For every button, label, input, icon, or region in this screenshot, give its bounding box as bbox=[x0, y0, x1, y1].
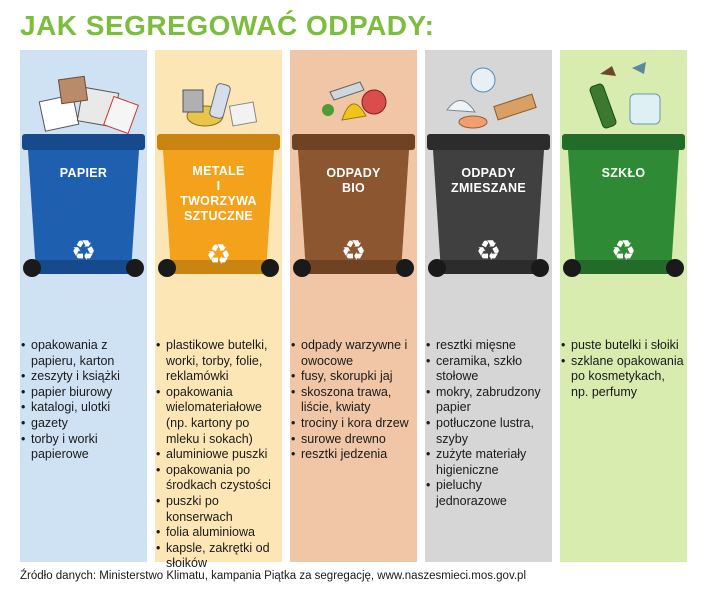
list-item: pieluchy jednorazowe bbox=[425, 478, 550, 509]
recycle-icon: ♻ bbox=[475, 235, 502, 266]
bin-label-metale: METALE I TWORZYWA SZTUCZNE bbox=[180, 164, 257, 223]
recycle-icon: ♻ bbox=[340, 235, 367, 266]
list-item: skoszona trawa, liście, kwiaty bbox=[290, 385, 415, 416]
bin-metale-graphic bbox=[157, 83, 280, 277]
list-item: resztki jedzenia bbox=[290, 447, 415, 463]
plastic-metal-waste-icon bbox=[182, 83, 258, 127]
list-item: resztki mięsne bbox=[425, 338, 550, 354]
bin-szklo-graphic bbox=[562, 62, 685, 277]
bin-label-zmieszane: ODPADY ZMIESZANE bbox=[451, 166, 526, 195]
list-item: puste butelki i słoiki bbox=[560, 338, 685, 354]
list-item: zużyte materiały higieniczne bbox=[425, 447, 550, 478]
list-item: trociny i kora drzew bbox=[290, 416, 415, 432]
recycle-icon: ♻ bbox=[610, 235, 637, 266]
bin-label-szklo: SZKŁO bbox=[601, 166, 646, 180]
bin-metale: METALE I TWORZYWA SZTUCZNE ♻ bbox=[155, 50, 282, 335]
list-item: katalogi, ulotki bbox=[20, 400, 145, 416]
items-list-metale: plastikowe butelki, worki, torby, folie,… bbox=[155, 338, 282, 572]
list-item: szklane opakowania po kosmetykach, np. p… bbox=[560, 354, 685, 401]
bin-papier: PAPIER ♻ bbox=[20, 50, 147, 335]
list-item: gazety bbox=[20, 416, 145, 432]
bin-zmieszane: ODPADY ZMIESZANE ♻ bbox=[425, 50, 552, 335]
list-item: fusy, skorupki jaj bbox=[290, 369, 415, 385]
column-zmieszane: ODPADY ZMIESZANE ♻ resztki mięsneceramik… bbox=[425, 50, 552, 562]
list-item: papier biurowy bbox=[20, 385, 145, 401]
bin-label-papier: PAPIER bbox=[59, 166, 108, 180]
list-item: opakowania z papieru, karton bbox=[20, 338, 145, 369]
list-item: kapsle, zakrętki od słoików bbox=[155, 541, 280, 572]
mixed-waste-icon bbox=[446, 67, 537, 129]
list-item: ceramika, szkło stołowe bbox=[425, 354, 550, 385]
column-bio: ODPADY BIO ♻ odpady warzywne i owocowefu… bbox=[290, 50, 417, 562]
bin-label-bio: ODPADY BIO bbox=[326, 166, 381, 195]
list-item: surowe drewno bbox=[290, 432, 415, 448]
list-item: odpady warzywne i owocowe bbox=[290, 338, 415, 369]
list-item: potłuczone lustra, szyby bbox=[425, 416, 550, 447]
bin-szklo: SZKŁO ♻ bbox=[560, 50, 687, 335]
bin-bio: ODPADY BIO ♻ bbox=[290, 50, 417, 335]
items-list-papier: opakowania z papieru, kartonzeszyty i ks… bbox=[20, 338, 147, 463]
column-szklo: SZKŁO ♻ puste butelki i słoikiszklane op… bbox=[560, 50, 687, 562]
page-title: JAK SEGREGOWAĆ ODPADY: bbox=[20, 10, 435, 41]
list-item: mokry, zabrudzony papier bbox=[425, 385, 550, 416]
bin-zmieszane-graphic bbox=[427, 67, 550, 277]
list-item: folia aluminiowa bbox=[155, 525, 280, 541]
items-list-bio: odpady warzywne i owocowefusy, skorupki … bbox=[290, 338, 417, 463]
list-item: opakowania wielomateriałowe (np. kartony… bbox=[155, 385, 280, 447]
source-note: Źródło danych: Ministerstwo Klimatu, kam… bbox=[20, 570, 526, 582]
recycle-icon: ♻ bbox=[205, 239, 232, 270]
list-item: torby i worki papierowe bbox=[20, 432, 145, 463]
glass-waste-icon bbox=[589, 62, 661, 129]
items-list-szklo: puste butelki i słoikiszklane opakowania… bbox=[560, 338, 687, 400]
list-item: aluminiowe puszki bbox=[155, 447, 280, 463]
bio-waste-icon bbox=[322, 81, 387, 121]
list-item: zeszyty i książki bbox=[20, 369, 145, 385]
list-item: plastikowe butelki, worki, torby, folie,… bbox=[155, 338, 280, 385]
column-papier: PAPIER ♻ opakowania z papieru, kartonzes… bbox=[20, 50, 147, 562]
recycle-icon: ♻ bbox=[70, 235, 97, 266]
bin-papier-graphic bbox=[22, 75, 145, 277]
list-item: puszki po konserwach bbox=[155, 494, 280, 525]
paper-waste-icon bbox=[38, 75, 139, 135]
bin-bio-graphic bbox=[292, 81, 415, 277]
items-list-zmieszane: resztki mięsneceramika, szkło stołowemok… bbox=[425, 338, 552, 510]
list-item: opakowania po środkach czystości bbox=[155, 463, 280, 494]
column-metale: METALE I TWORZYWA SZTUCZNE ♻ plastikowe … bbox=[155, 50, 282, 570]
